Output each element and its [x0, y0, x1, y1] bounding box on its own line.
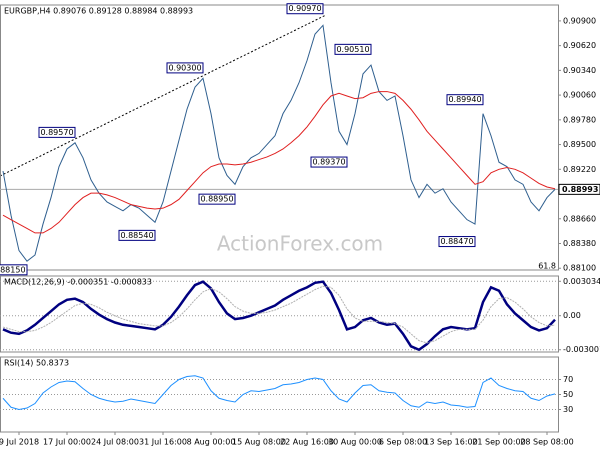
x-tick-label: 17 Jul 00:00 — [43, 438, 91, 447]
series-line — [2, 91, 556, 234]
x-tick-label: 30 Aug 00:00 — [328, 438, 382, 447]
series-line — [2, 280, 556, 352]
x-tick-label: 31 Jul 16:00 — [139, 438, 187, 447]
y-tick-label: -0.003001 — [563, 345, 600, 354]
price-label: 0.89370 — [312, 158, 345, 167]
x-tick-label: 15 Aug 08:00 — [232, 438, 286, 447]
price-label: 0.88150 — [0, 265, 26, 274]
x-tick-label: 8 Aug 00:00 — [187, 438, 236, 447]
price-label-box — [446, 94, 484, 106]
price-label: 0.88470 — [440, 237, 473, 246]
price-label-box — [118, 229, 156, 241]
series-line — [2, 375, 556, 411]
price-label-box — [198, 193, 236, 205]
y-tick-label: 0.88380 — [563, 239, 596, 248]
series-line — [2, 24, 556, 262]
y-tick-label: 0.90620 — [563, 41, 596, 50]
y-tick-label: 0.003034 — [563, 277, 600, 286]
price-label-box — [334, 43, 372, 55]
price-label: 0.88950 — [200, 195, 233, 204]
price-label: 0.89940 — [448, 95, 481, 104]
x-tick-label: 22 Aug 16:00 — [280, 438, 334, 447]
price-label: 0.90970 — [288, 4, 321, 13]
x-tick-label: 13 Sep 16:00 — [424, 438, 477, 447]
panel-frame — [0, 275, 559, 353]
price-label-box — [0, 264, 28, 276]
panel-title: RSI(14) 50.8373 — [4, 359, 69, 368]
price-label: 0.89570 — [40, 128, 73, 137]
series-line — [2, 285, 556, 344]
price-label-box — [286, 3, 324, 15]
watermark: ActionForex.com — [217, 232, 383, 256]
price-label-box — [310, 156, 348, 168]
y-tick-label: 0.88100 — [563, 264, 596, 273]
y-tick-label: 70 — [563, 375, 573, 384]
panel-title: MACD(12,26,9) -0.000351 -0.000833 — [4, 278, 152, 287]
x-tick-label: 24 Jul 08:00 — [91, 438, 139, 447]
fib-label: 61.8 — [538, 262, 556, 271]
last-price-box — [558, 183, 600, 195]
last-price-label: 0.88993 — [562, 185, 598, 194]
y-tick-label: 0.89500 — [563, 140, 596, 149]
y-tick-label: 0.89780 — [563, 115, 596, 124]
price-label: 0.88540 — [120, 231, 153, 240]
y-tick-label: 0.90060 — [563, 91, 596, 100]
y-tick-label: 50 — [563, 390, 573, 399]
y-tick-label: 0.90900 — [563, 16, 596, 25]
price-label-box — [38, 126, 76, 138]
trend-line — [0, 14, 327, 177]
price-label-box — [166, 62, 204, 74]
price-label-box — [438, 236, 476, 248]
price-label: 0.90510 — [336, 45, 369, 54]
price-label: 0.90300 — [168, 63, 201, 72]
y-tick-label: 30 — [563, 405, 573, 414]
x-tick-label: 9 Jul 2018 — [0, 438, 39, 447]
y-tick-label: 0.00 — [563, 311, 581, 320]
y-tick-label: 0.88660 — [563, 214, 596, 223]
panel-title: EURGBP,H4 0.89076 0.89128 0.88984 0.8899… — [4, 7, 193, 16]
y-tick-label: 0.89220 — [563, 165, 596, 174]
y-tick-label: 0.90340 — [563, 66, 596, 75]
x-tick-label: 6 Sep 08:00 — [379, 438, 427, 447]
panel-frame — [0, 4, 559, 271]
x-tick-label: 21 Sep 00:00 — [472, 438, 525, 447]
x-tick-label: 28 Sep 08:00 — [520, 438, 573, 447]
